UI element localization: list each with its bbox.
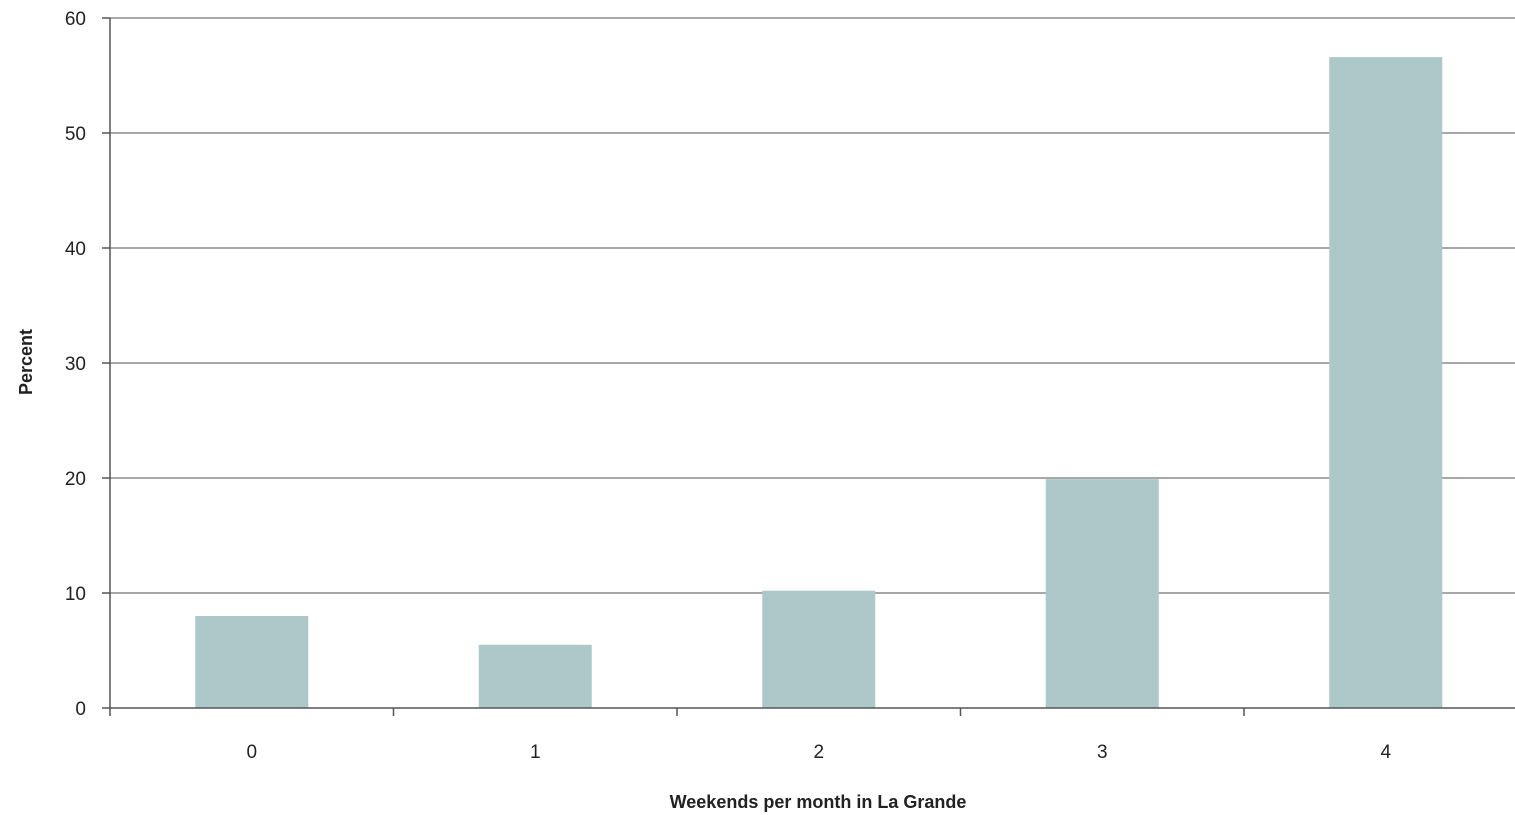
y-axis-title: Percent bbox=[16, 329, 36, 395]
x-tick-label: 2 bbox=[813, 742, 824, 763]
axes bbox=[102, 17, 1515, 716]
bar bbox=[1045, 479, 1159, 708]
bar bbox=[762, 590, 876, 708]
bar bbox=[195, 616, 309, 708]
y-tick-label: 20 bbox=[65, 469, 86, 490]
bar bbox=[1329, 57, 1443, 709]
x-tick-label: 3 bbox=[1097, 742, 1108, 763]
x-tick-label: 4 bbox=[1380, 742, 1391, 763]
x-axis-title: Weekends per month in La Grande bbox=[670, 792, 967, 812]
x-tick-label: 0 bbox=[246, 742, 257, 763]
x-tick-labels: 0 1 2 3 4 bbox=[246, 742, 1391, 763]
bars bbox=[195, 57, 1443, 709]
y-tick-label: 10 bbox=[65, 584, 86, 605]
y-tick-label: 30 bbox=[65, 354, 86, 375]
y-tick-label: 0 bbox=[75, 699, 86, 720]
bar bbox=[478, 644, 592, 708]
y-tick-label: 40 bbox=[65, 239, 86, 260]
y-tick-label: 60 bbox=[65, 9, 86, 30]
y-tick-label: 50 bbox=[65, 124, 86, 145]
x-tick-label: 1 bbox=[530, 742, 541, 763]
gridlines bbox=[110, 17, 1515, 594]
y-tick-labels: 0 10 20 30 40 50 60 bbox=[65, 9, 86, 720]
